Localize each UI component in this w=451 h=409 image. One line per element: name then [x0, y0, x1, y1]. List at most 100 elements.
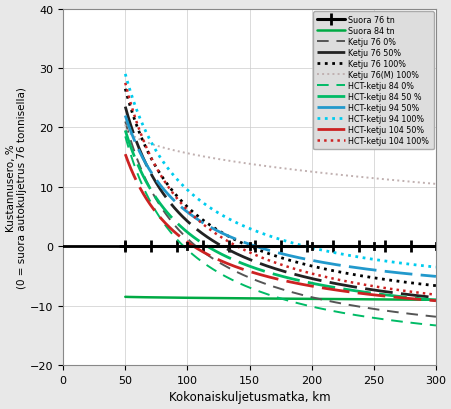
HCT-ketju 94 100% — [262, 233, 268, 238]
HCT-ketju 84 0% — [122, 135, 128, 139]
Ketju 76 100% — [177, 198, 183, 203]
HCT-ketju 94 50% — [305, 258, 310, 263]
HCT-ketju 84 50 % — [305, 280, 310, 285]
HCT-ketju 84 0% — [262, 292, 268, 297]
Ketju 76 100% — [432, 283, 437, 288]
HCT-ketju 84 0% — [329, 309, 335, 314]
Ketju 76 100% — [329, 268, 335, 273]
Line: HCT-ketju 104 50%: HCT-ketju 104 50% — [125, 155, 435, 301]
Suora 84 tn — [305, 297, 310, 301]
HCT-ketju 104 50% — [432, 299, 437, 303]
HCT-ketju 84 50 % — [122, 128, 128, 133]
Ketju 76 100% — [122, 87, 128, 92]
HCT-ketju 104 100% — [202, 224, 207, 229]
Ketju 76 0% — [262, 282, 268, 287]
Ketju 76 50% — [202, 234, 207, 238]
Suora 76 tn — [329, 244, 335, 249]
Ketju 76(M) 100% — [356, 175, 361, 180]
HCT-ketju 84 0% — [305, 303, 310, 308]
HCT-ketju 104 100% — [356, 281, 361, 286]
Suora 76 tn — [305, 244, 310, 249]
Suora 84 tn — [202, 296, 207, 301]
HCT-ketju 84 0% — [432, 323, 437, 328]
Ketju 76 0% — [177, 229, 183, 234]
HCT-ketju 104 50% — [305, 283, 310, 288]
HCT-ketju 104 50% — [356, 291, 361, 296]
HCT-ketju 94 50% — [356, 266, 361, 271]
HCT-ketju 104 100% — [122, 81, 128, 86]
HCT-ketju 94 50% — [202, 222, 207, 227]
Ketju 76 0% — [432, 315, 437, 319]
Ketju 76(M) 100% — [329, 172, 335, 177]
HCT-ketju 84 0% — [356, 313, 361, 318]
Suora 76 tn — [356, 244, 361, 249]
Ketju 76 50% — [432, 295, 437, 300]
Ketju 76(M) 100% — [122, 123, 128, 128]
Suora 76 tn — [122, 244, 128, 249]
Line: Suora 76 tn: Suora 76 tn — [120, 241, 441, 252]
HCT-ketju 94 100% — [305, 245, 310, 250]
Suora 84 tn — [262, 297, 268, 301]
Ketju 76 50% — [122, 105, 128, 110]
HCT-ketju 94 50% — [177, 204, 183, 209]
Ketju 76 50% — [262, 263, 268, 268]
Ketju 76(M) 100% — [432, 182, 437, 187]
HCT-ketju 94 50% — [329, 262, 335, 267]
HCT-ketju 94 100% — [202, 202, 207, 207]
HCT-ketju 94 100% — [432, 265, 437, 270]
HCT-ketju 94 100% — [329, 250, 335, 255]
Suora 84 tn — [329, 297, 335, 302]
HCT-ketju 84 50 % — [329, 285, 335, 290]
Legend: Suora 76 tn, Suora 84 tn, Ketju 76 0%, Ketju 76 50%, Ketju 76 100%, Ketju 76(M) : Suora 76 tn, Suora 84 tn, Ketju 76 0%, K… — [313, 12, 433, 150]
Ketju 76 50% — [305, 276, 310, 281]
HCT-ketju 94 100% — [356, 255, 361, 260]
HCT-ketju 84 0% — [202, 262, 207, 267]
Suora 84 tn — [432, 298, 437, 303]
HCT-ketju 84 0% — [177, 241, 183, 246]
Line: Suora 84 tn: Suora 84 tn — [125, 297, 435, 300]
HCT-ketju 104 50% — [329, 288, 335, 292]
Line: HCT-ketju 84 0%: HCT-ketju 84 0% — [125, 137, 435, 326]
Ketju 76 50% — [177, 212, 183, 217]
HCT-ketju 104 50% — [177, 235, 183, 240]
HCT-ketju 84 50 % — [202, 243, 207, 248]
Suora 76 tn — [177, 244, 183, 249]
Suora 76 tn — [202, 244, 207, 249]
HCT-ketju 104 100% — [305, 271, 310, 276]
HCT-ketju 94 100% — [122, 72, 128, 77]
Ketju 76 100% — [262, 251, 268, 256]
Ketju 76(M) 100% — [177, 150, 183, 155]
Line: HCT-ketju 84 50 %: HCT-ketju 84 50 % — [125, 131, 435, 301]
HCT-ketju 94 50% — [122, 114, 128, 119]
Y-axis label: Kustannusero, %
(0 = suora autokuljetrus 76 tonnisella): Kustannusero, % (0 = suora autokuljetrus… — [5, 87, 27, 288]
HCT-ketju 104 100% — [329, 276, 335, 281]
HCT-ketju 104 50% — [262, 274, 268, 279]
HCT-ketju 84 50 % — [177, 224, 183, 229]
Line: HCT-ketju 104 100%: HCT-ketju 104 100% — [125, 84, 435, 295]
Ketju 76 100% — [305, 263, 310, 268]
Ketju 76 50% — [329, 281, 335, 286]
Ketju 76 50% — [356, 285, 361, 290]
Ketju 76(M) 100% — [262, 164, 268, 169]
HCT-ketju 104 50% — [202, 251, 207, 256]
HCT-ketju 94 50% — [262, 247, 268, 252]
Ketju 76 0% — [202, 251, 207, 256]
HCT-ketju 104 100% — [177, 200, 183, 205]
Suora 76 tn — [262, 244, 268, 249]
Line: Ketju 76 0%: Ketju 76 0% — [125, 122, 435, 317]
Ketju 76 0% — [356, 304, 361, 309]
Line: Ketju 76 50%: Ketju 76 50% — [125, 107, 435, 298]
X-axis label: Kokonaiskuljetusmatka, km: Kokonaiskuljetusmatka, km — [168, 391, 330, 403]
Suora 76 tn — [432, 244, 437, 249]
Line: Ketju 76(M) 100%: Ketju 76(M) 100% — [125, 125, 435, 184]
HCT-ketju 84 50 % — [356, 289, 361, 294]
Suora 84 tn — [177, 296, 183, 301]
HCT-ketju 104 50% — [122, 152, 128, 157]
Ketju 76(M) 100% — [202, 155, 207, 160]
Suora 84 tn — [356, 297, 361, 302]
Ketju 76 0% — [329, 299, 335, 304]
HCT-ketju 84 50 % — [432, 298, 437, 303]
Suora 84 tn — [122, 294, 128, 299]
Line: HCT-ketju 94 100%: HCT-ketju 94 100% — [125, 75, 435, 267]
Ketju 76 100% — [356, 273, 361, 278]
